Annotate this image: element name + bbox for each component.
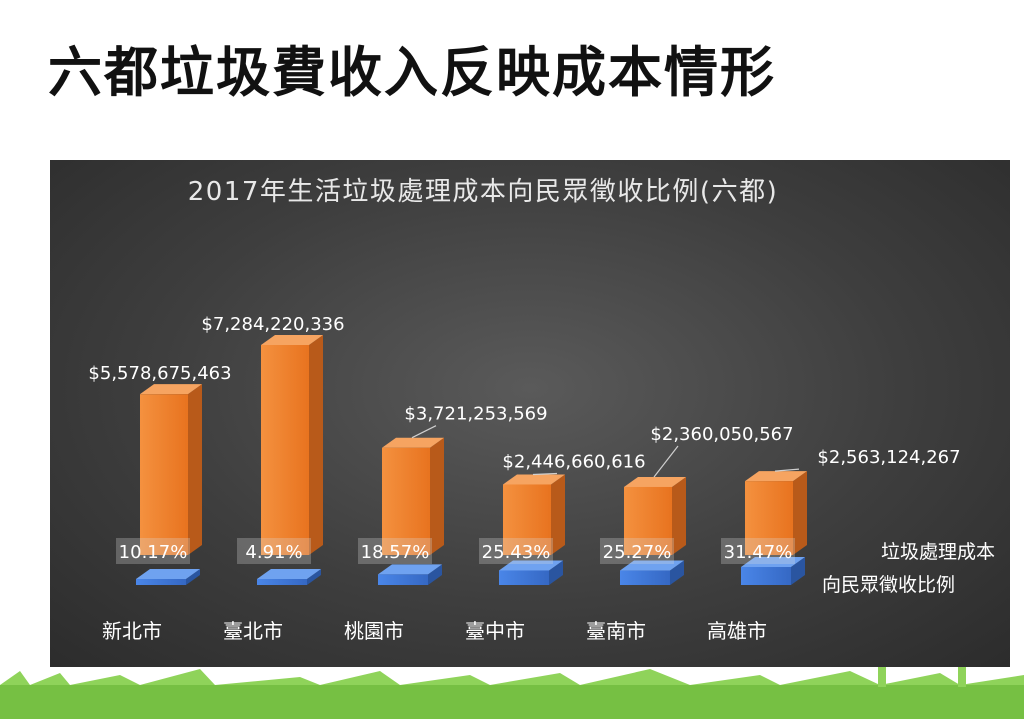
label-cost-4: $2,360,050,567 [650,424,793,445]
label-ratio-box-2 [358,538,432,564]
label-ratio-box-5 [721,538,795,564]
label-ratio-5: 31.47% [724,542,793,563]
bar-cost-3 [503,474,565,555]
slide-title: 六都垃圾費收入反映成本情形 [48,40,776,104]
grass-strip [0,667,1024,719]
category-label-2: 桃園市 [344,619,404,643]
bar-cost-1 [261,335,323,555]
label-ratio-box-0 [116,538,190,564]
category-label-5: 高雄市 [707,619,767,643]
label-ratio-box-1 [237,538,311,564]
bar-cost-0 [140,384,202,555]
category-label-4: 臺南市 [586,619,646,643]
chart-title: 2017年生活垃圾處理成本向民眾徵收比例(六都) [188,177,778,207]
label-cost-0: $5,578,675,463 [88,363,231,384]
label-ratio-4: 25.27% [603,542,672,563]
label-cost-3: $2,446,660,616 [502,451,645,472]
category-label-0: 新北市 [102,619,162,643]
bar-ratio-5 [741,557,805,585]
leader-line-4 [653,445,679,478]
leader-line-5 [774,468,800,472]
label-ratio-box-3 [479,538,553,564]
bar-ratio-3 [499,560,563,585]
bar-cost-4 [624,476,686,555]
label-ratio-2: 18.57% [361,542,430,563]
category-label-1: 臺北市 [223,619,283,643]
chart-panel: 2017年生活垃圾處理成本向民眾徵收比例(六都) $5,578,675,463 1… [50,160,1010,667]
label-cost-2: $3,721,253,569 [404,404,547,425]
bar-ratio-4 [620,560,684,585]
label-cost-1: $7,284,220,336 [201,314,344,335]
bar-ratio-2 [378,564,442,585]
label-ratio-box-4 [600,538,674,564]
label-ratio-0: 10.17% [119,542,188,563]
label-ratio-3: 25.43% [482,542,551,563]
bars-layer: $5,578,675,463 10.17% 新北市 $7,284,220,336 4.9… [88,314,960,643]
chart-svg: 2017年生活垃圾處理成本向民眾徵收比例(六都) $5,578,675,463 1… [88,177,995,643]
bar-cost-5 [745,471,807,555]
leader-line-2 [411,425,437,439]
leader-line-3 [532,472,558,476]
label-ratio-1: 4.91% [245,542,302,563]
category-label-3: 臺中市 [465,619,525,643]
label-cost-5: $2,563,124,267 [817,447,960,468]
bar-ratio-0 [136,569,200,585]
legend-series-cost: 垃圾處理成本 [881,541,995,563]
legend-series-ratio: 向民眾徵收比例 [822,574,955,596]
bar-cost-2 [382,437,444,555]
bar-ratio-1 [257,569,321,585]
